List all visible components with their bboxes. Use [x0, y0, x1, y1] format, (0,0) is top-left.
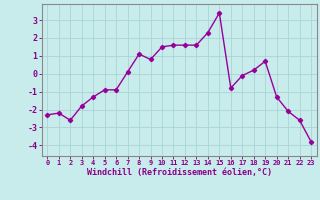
X-axis label: Windchill (Refroidissement éolien,°C): Windchill (Refroidissement éolien,°C) — [87, 168, 272, 177]
